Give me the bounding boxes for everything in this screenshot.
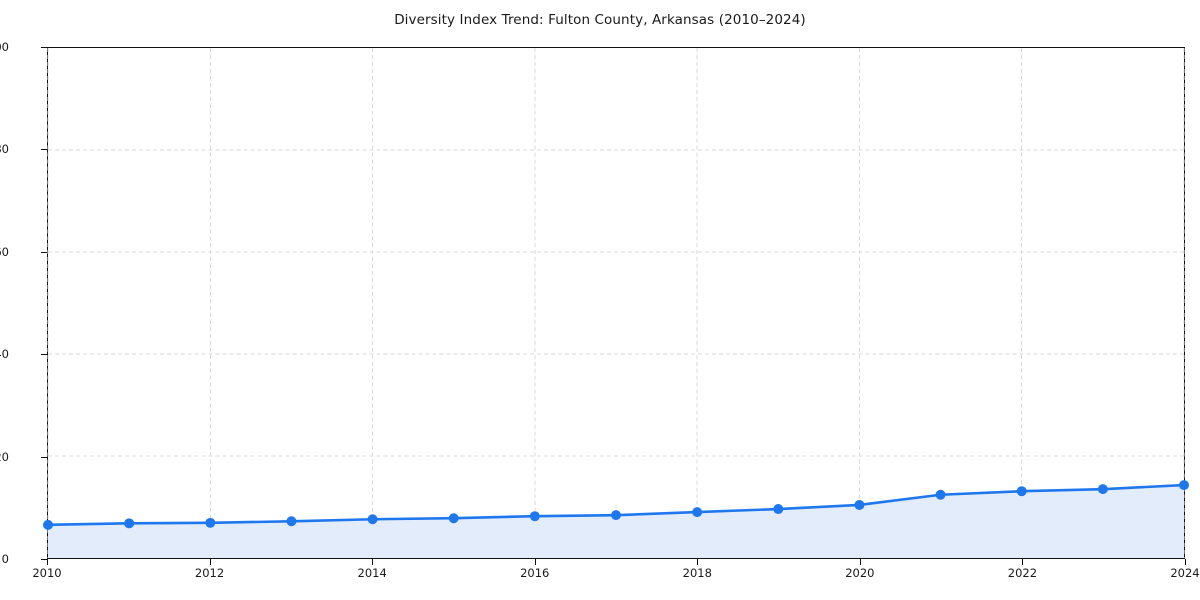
y-axis-tick-mark <box>41 354 47 356</box>
x-axis-tick-label: 2022 <box>1007 566 1038 580</box>
x-axis-tick-mark <box>1022 559 1024 565</box>
x-axis-tick-label: 2014 <box>357 566 387 580</box>
data-point-marker <box>367 514 378 525</box>
data-point-marker <box>43 519 53 530</box>
y-axis-tick-mark <box>41 456 47 458</box>
y-axis-tick-label: 80 <box>0 142 9 157</box>
plot-area <box>43 47 1189 559</box>
data-point-marker <box>935 489 946 500</box>
data-point-marker <box>692 507 703 518</box>
y-axis-tick-label: 0 <box>1 552 9 566</box>
data-point-marker <box>205 517 216 528</box>
series-area-fill <box>48 485 1184 558</box>
x-axis-tick-mark <box>534 559 536 565</box>
gridlines <box>47 48 1185 558</box>
data-point-marker <box>124 518 135 529</box>
y-axis-tick-label: 60 <box>0 244 9 259</box>
x-axis-tick-mark <box>47 559 48 565</box>
y-axis-tick-label: 40 <box>0 347 9 362</box>
x-axis-tick-label: 2016 <box>520 566 550 580</box>
x-axis-tick-label: 2018 <box>682 566 712 580</box>
y-axis-tick-label: 20 <box>0 449 9 464</box>
series-diversity-index <box>43 480 1189 558</box>
data-point-marker <box>1097 484 1108 495</box>
data-point-marker <box>448 513 459 524</box>
data-point-marker <box>611 510 621 521</box>
chart-title: Diversity Index Trend: Fulton County, Ar… <box>394 12 806 28</box>
x-axis-tick-mark <box>372 559 374 565</box>
y-axis-tick-mark <box>41 149 47 151</box>
data-point-marker <box>1179 480 1189 491</box>
data-point-marker <box>529 511 540 522</box>
x-axis-tick-label: 2020 <box>845 566 875 580</box>
data-point-marker <box>286 516 297 527</box>
x-axis-tick-mark <box>859 559 861 565</box>
y-axis-tick-mark <box>41 47 47 48</box>
data-point-marker <box>773 504 784 515</box>
x-axis-tick-label: 2010 <box>32 566 62 580</box>
data-point-marker <box>1016 486 1027 497</box>
x-axis-tick-mark <box>697 559 699 565</box>
y-axis-tick-mark <box>41 559 47 560</box>
y-axis-tick-label: 100 <box>0 40 9 54</box>
x-axis-tick-mark <box>209 559 211 565</box>
x-axis-tick-label: 2012 <box>194 566 225 580</box>
y-axis-tick-mark <box>41 251 47 253</box>
data-point-marker <box>854 499 865 510</box>
x-axis-tick-mark <box>1185 559 1186 565</box>
x-axis-tick-label: 2024 <box>1170 566 1200 580</box>
